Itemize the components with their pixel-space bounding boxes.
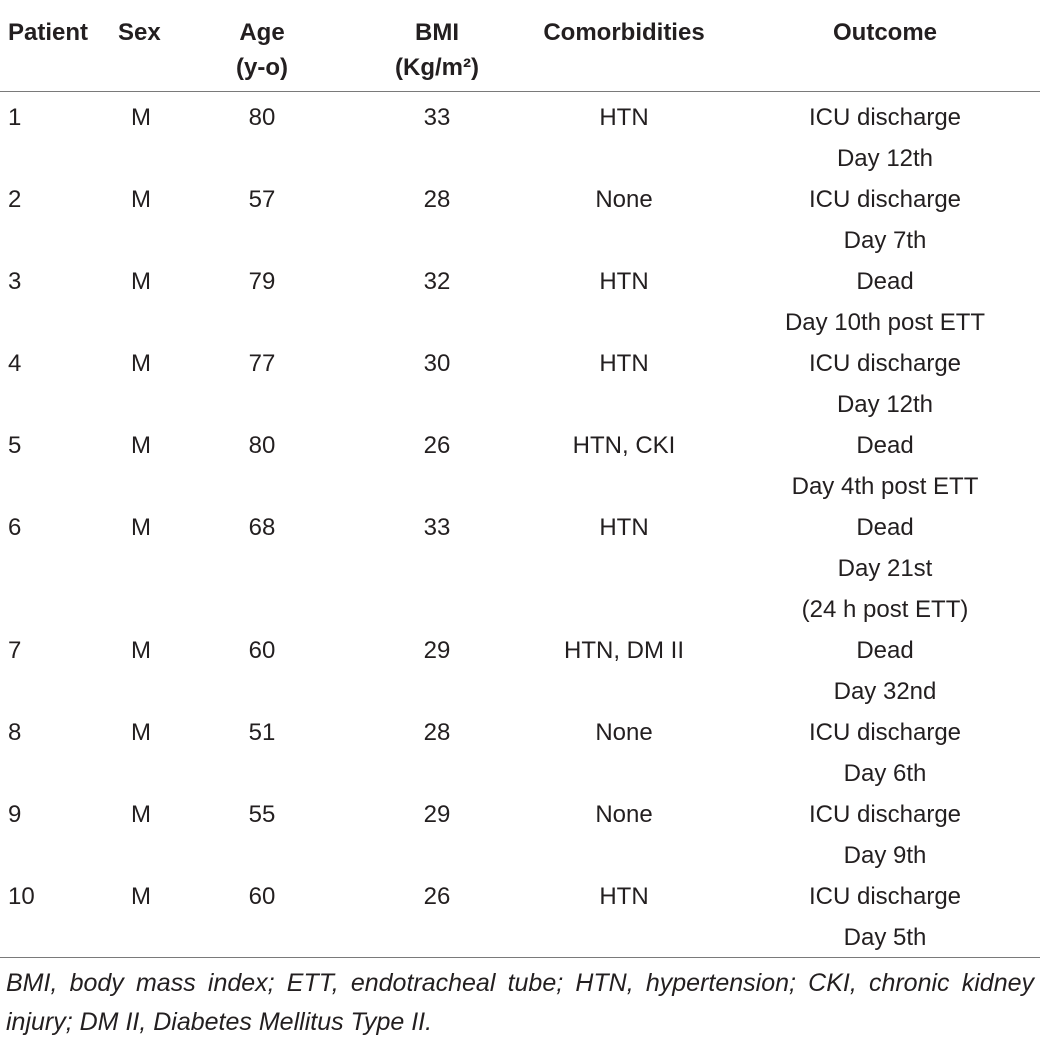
table-cell: None [595, 186, 653, 213]
outcome-line: ICU discharge [808, 350, 962, 377]
column-header: (y-o) [236, 54, 288, 81]
table-cell: HTN [599, 514, 649, 541]
table-cell: 60 [248, 637, 276, 664]
table-cell: M [131, 514, 151, 541]
outcome-line: ICU discharge [808, 719, 962, 746]
column-header: BMI [415, 19, 459, 46]
table-cell: 80 [248, 104, 276, 131]
table-cell: M [131, 104, 151, 131]
outcome-line: ICU discharge [808, 186, 962, 213]
header-rule [0, 91, 1040, 92]
table-cell: HTN [599, 883, 649, 910]
table-cell: 28 [423, 186, 451, 213]
table-cell: 29 [423, 637, 451, 664]
table-cell: 80 [248, 432, 276, 459]
table-cell: 29 [423, 801, 451, 828]
table-cell: 3 [8, 268, 22, 295]
table-cell: 30 [423, 350, 451, 377]
table-cell: 10 [8, 883, 35, 910]
bottom-rule [0, 957, 1040, 958]
table-cell: 32 [423, 268, 451, 295]
table-cell: 8 [8, 719, 22, 746]
outcome-line: Day 21st [837, 555, 933, 582]
column-header: Patient [8, 19, 89, 46]
table-cell: 57 [248, 186, 276, 213]
table-cell: 28 [423, 719, 451, 746]
outcome-line: Day 9th [843, 842, 927, 869]
column-header: Sex [118, 19, 161, 46]
table-cell: None [595, 719, 653, 746]
table-cell: HTN, CKI [572, 432, 676, 459]
table-cell: HTN [599, 350, 649, 377]
table-cell: 2 [8, 186, 22, 213]
table-cell: 33 [423, 514, 451, 541]
table-cell: M [131, 186, 151, 213]
outcome-line: ICU discharge [808, 104, 962, 131]
table-cell: M [131, 801, 151, 828]
table-cell: 77 [248, 350, 276, 377]
table-cell: 55 [248, 801, 276, 828]
table-cell: 68 [248, 514, 276, 541]
outcome-line: Day 4th post ETT [791, 473, 979, 500]
table-cell: 9 [8, 801, 22, 828]
table-cell: M [131, 637, 151, 664]
table-cell: HTN [599, 104, 649, 131]
table-cell: 26 [423, 883, 451, 910]
column-header: Comorbidities [543, 19, 705, 46]
outcome-line: Day 5th [843, 924, 927, 951]
outcome-line: (24 h post ETT) [801, 596, 969, 623]
outcome-line: Dead [856, 637, 914, 664]
outcome-line: ICU discharge [808, 801, 962, 828]
table-cell: 5 [8, 432, 22, 459]
table-cell: 33 [423, 104, 451, 131]
table-cell: HTN, DM II [564, 637, 684, 664]
outcome-line: Dead [856, 432, 914, 459]
table-cell: M [131, 719, 151, 746]
outcome-line: ICU discharge [808, 883, 962, 910]
outcome-line: Day 7th [843, 227, 927, 254]
table-cell: 51 [248, 719, 276, 746]
table-cell: 60 [248, 883, 276, 910]
column-header: Outcome [832, 19, 938, 46]
table-cell: 79 [248, 268, 276, 295]
outcome-line: Day 32nd [833, 678, 937, 705]
table-cell: M [131, 432, 151, 459]
table-cell: 6 [8, 514, 22, 541]
outcome-line: Day 12th [836, 145, 934, 172]
outcome-line: Dead [856, 514, 914, 541]
column-header: (Kg/m²) [395, 54, 479, 81]
table-cell: 4 [8, 350, 22, 377]
outcome-line: Day 6th [843, 760, 927, 787]
outcome-line: Day 10th post ETT [784, 309, 986, 336]
table-cell: 26 [423, 432, 451, 459]
table-cell: None [595, 801, 653, 828]
footnote: BMI, body mass index; ETT, endotracheal … [6, 969, 1034, 1036]
column-header: Age [239, 19, 285, 46]
outcome-line: Day 12th [836, 391, 934, 418]
outcome-line: Dead [856, 268, 914, 295]
table-cell: HTN [599, 268, 649, 295]
table-cell: 7 [8, 637, 22, 664]
table-cell: M [131, 883, 151, 910]
table-cell: 1 [8, 104, 22, 131]
table-cell: M [131, 350, 151, 377]
table-cell: M [131, 268, 151, 295]
